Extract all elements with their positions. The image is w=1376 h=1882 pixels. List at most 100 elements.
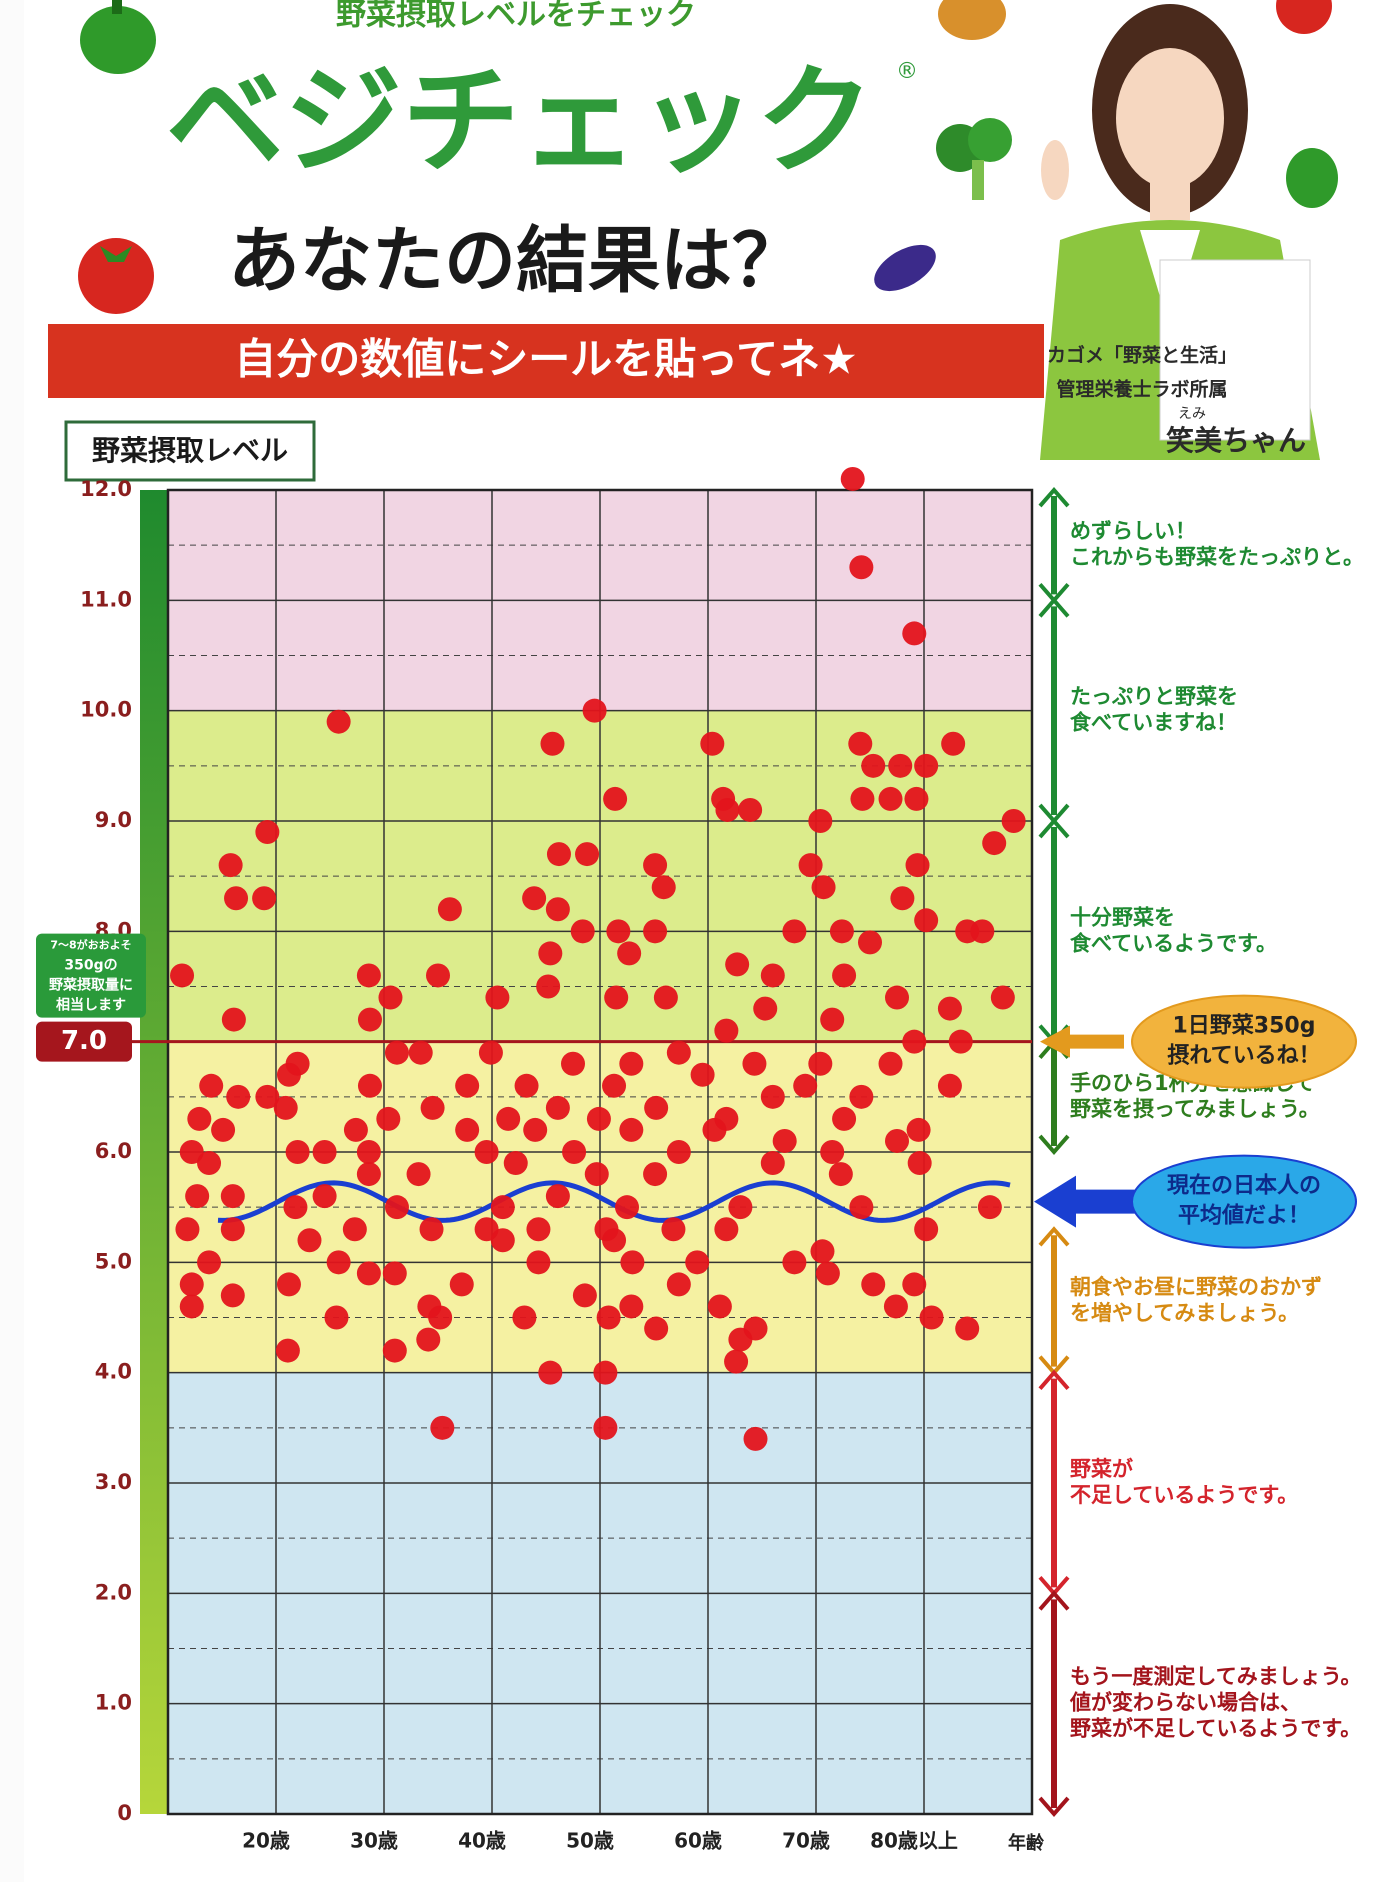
sticker bbox=[808, 1051, 833, 1076]
sticker bbox=[810, 1239, 835, 1264]
sticker bbox=[170, 963, 195, 988]
sticker bbox=[619, 1117, 644, 1142]
sticker bbox=[772, 1128, 797, 1153]
sticker bbox=[878, 786, 903, 811]
range-text: 野菜が不足しているようです。 bbox=[1070, 1717, 1361, 1741]
y-tick-label: 12.0 bbox=[80, 477, 132, 501]
sticker bbox=[512, 1305, 537, 1330]
sticker bbox=[707, 1294, 732, 1319]
sticker bbox=[326, 1250, 351, 1275]
sticker bbox=[858, 930, 882, 955]
reference-note-box bbox=[36, 933, 146, 1018]
sticker bbox=[666, 1140, 691, 1164]
sticker bbox=[545, 1095, 570, 1120]
reference-label: 7.0 bbox=[61, 1026, 107, 1056]
sticker bbox=[179, 1272, 204, 1297]
sticker bbox=[356, 963, 381, 988]
kicker: 野菜摂取レベルをチェック bbox=[336, 0, 696, 33]
sticker bbox=[982, 831, 1007, 856]
sticker bbox=[850, 786, 875, 811]
sticker bbox=[357, 1073, 382, 1098]
callout-text: 平均値だよ！ bbox=[1178, 1203, 1310, 1229]
sticker bbox=[490, 1228, 515, 1253]
sticker bbox=[883, 1294, 908, 1319]
sticker bbox=[382, 1261, 407, 1286]
sticker bbox=[428, 1305, 453, 1330]
sticker bbox=[782, 919, 807, 944]
sticker bbox=[220, 1217, 245, 1242]
sticker bbox=[604, 985, 629, 1010]
sticker bbox=[503, 1151, 528, 1176]
instruction: 自分の数値にシールを貼ってネ★ bbox=[234, 335, 858, 384]
sticker bbox=[619, 1294, 644, 1319]
range-text: これからも野菜をたっぷりと。 bbox=[1070, 545, 1364, 569]
sticker bbox=[907, 1151, 932, 1176]
sticker bbox=[430, 1415, 455, 1440]
sticker bbox=[914, 908, 939, 933]
sticker bbox=[357, 1007, 382, 1032]
sticker bbox=[606, 919, 631, 944]
sticker bbox=[955, 1316, 980, 1341]
sticker bbox=[602, 1228, 627, 1253]
range-text: 野菜が bbox=[1070, 1457, 1133, 1481]
x-axis-label: 年齢 bbox=[1008, 1832, 1045, 1854]
sticker bbox=[937, 996, 962, 1021]
sticker bbox=[620, 1250, 645, 1275]
reference-note: 相当します bbox=[56, 997, 126, 1014]
axis-bar bbox=[140, 490, 168, 1814]
sticker bbox=[297, 1228, 322, 1253]
sticker bbox=[970, 919, 995, 944]
sticker bbox=[343, 1117, 368, 1142]
x-tick-label: 70歳 bbox=[782, 1829, 830, 1853]
sticker bbox=[312, 1140, 337, 1164]
reference-note: 7～8がおおよそ bbox=[50, 938, 131, 952]
sticker bbox=[197, 1250, 222, 1275]
sticker bbox=[832, 1106, 857, 1131]
sticker bbox=[849, 1195, 874, 1220]
eggplant-icon bbox=[874, 244, 936, 292]
sticker bbox=[906, 1117, 931, 1142]
y-tick-label: 10.0 bbox=[80, 698, 132, 722]
sticker bbox=[902, 621, 927, 646]
sticker bbox=[526, 1217, 551, 1242]
tomato-icon bbox=[78, 238, 154, 314]
sticker bbox=[644, 1095, 669, 1120]
onion-icon bbox=[938, 0, 1006, 40]
sticker bbox=[540, 731, 565, 756]
sticker bbox=[653, 985, 678, 1010]
sticker bbox=[283, 1195, 308, 1220]
sticker bbox=[977, 1195, 1002, 1220]
sticker bbox=[523, 1117, 548, 1142]
sticker bbox=[828, 1162, 853, 1187]
sticker bbox=[376, 1106, 401, 1131]
sticker bbox=[356, 1162, 381, 1187]
sticker bbox=[596, 1305, 621, 1330]
reference-label-box bbox=[36, 1021, 132, 1062]
sticker bbox=[644, 1316, 669, 1341]
sticker bbox=[593, 1415, 618, 1440]
sticker bbox=[221, 1007, 246, 1032]
sticker bbox=[941, 731, 966, 756]
sticker bbox=[885, 1128, 909, 1153]
sticker bbox=[919, 1305, 944, 1330]
range-text: 十分野菜を bbox=[1070, 905, 1175, 929]
sticker bbox=[619, 1051, 644, 1076]
sticker bbox=[545, 1184, 570, 1209]
callout-text: 現在の日本人の bbox=[1167, 1173, 1321, 1199]
sticker bbox=[832, 963, 857, 988]
y-axis-label: 野菜摂取レベル bbox=[92, 434, 288, 467]
sticker bbox=[815, 1261, 840, 1286]
sticker bbox=[255, 1084, 280, 1109]
arrow-head bbox=[1038, 1226, 1070, 1247]
sticker bbox=[187, 1106, 212, 1131]
sticker bbox=[455, 1117, 480, 1142]
callout-bubble bbox=[1131, 994, 1357, 1089]
sticker bbox=[904, 786, 929, 811]
character-affiliation: 管理栄養士ラボ所属 bbox=[1056, 378, 1227, 401]
sticker bbox=[218, 853, 243, 878]
sticker bbox=[179, 1294, 204, 1319]
sticker bbox=[437, 897, 462, 922]
question: あなたの結果は？ bbox=[228, 219, 804, 303]
callout-arrow bbox=[1040, 1025, 1124, 1058]
